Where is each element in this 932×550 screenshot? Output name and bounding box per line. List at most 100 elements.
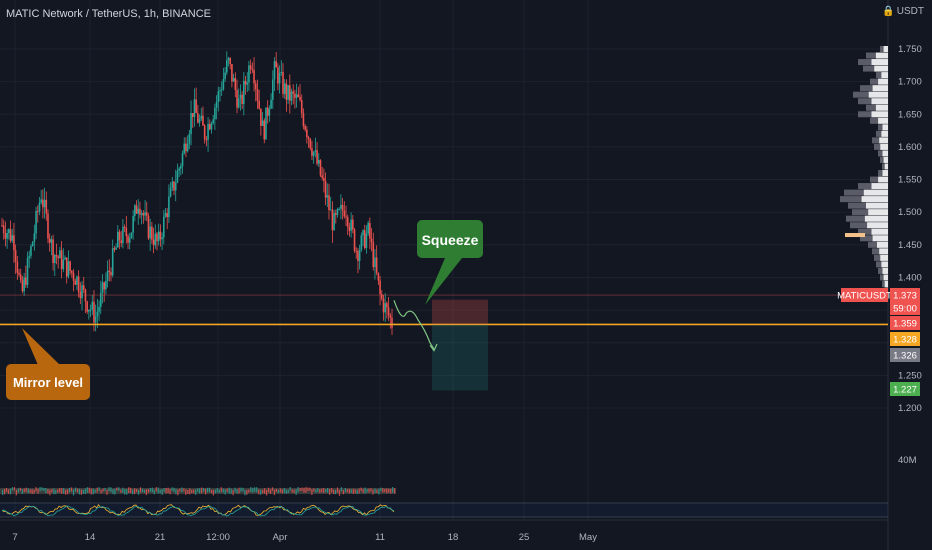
volume-bar	[155, 487, 157, 492]
volume-bar	[74, 487, 77, 492]
candle-body	[217, 91, 220, 102]
volume-bar	[19, 487, 21, 492]
candle-body	[43, 199, 46, 208]
volume-profile-bar-inner	[882, 150, 888, 157]
volume-bar	[260, 489, 262, 495]
volume-bar	[378, 488, 380, 495]
candle-body	[89, 309, 92, 311]
candle-body	[147, 215, 150, 239]
candle-body	[118, 231, 121, 241]
symbol-tag	[841, 288, 888, 302]
candle-body	[40, 199, 42, 203]
volume-bar	[145, 489, 148, 496]
volume-profile-bar-inner	[880, 143, 888, 150]
volume-bar	[25, 487, 27, 493]
candle-body	[181, 153, 184, 167]
candle-body	[208, 123, 211, 130]
volume-bar	[2, 489, 4, 496]
volume-bar	[236, 489, 238, 494]
volume-profile-bar-inner	[879, 248, 888, 255]
candle-body	[237, 98, 240, 108]
volume-bar	[238, 487, 240, 494]
candle-body	[377, 272, 380, 281]
candle-body	[362, 230, 364, 236]
candle-body	[336, 208, 339, 215]
volume-bar	[112, 489, 114, 495]
volume-bar	[348, 488, 350, 494]
volume-bar	[78, 488, 81, 495]
volume-profile	[840, 46, 888, 301]
volume-bar	[67, 489, 69, 495]
volume-bar	[265, 489, 268, 496]
volume-bar	[149, 487, 151, 492]
candle-body	[285, 83, 288, 100]
volume-bar	[141, 488, 144, 493]
volume-bar	[151, 487, 153, 493]
volume-profile-bar-inner	[871, 111, 888, 118]
currency-label[interactable]: 🔒 USDT	[882, 6, 924, 17]
currency-text: USDT	[896, 6, 924, 17]
candle-body	[125, 227, 128, 237]
candle-body	[236, 89, 238, 108]
candle-body	[239, 94, 242, 99]
volume-bar	[388, 488, 390, 493]
mirror-box	[6, 364, 90, 400]
candle-body	[128, 238, 131, 243]
oscillator-band-fill	[0, 503, 888, 517]
volume-bar	[70, 487, 73, 492]
x-tick-label: 14	[85, 532, 96, 543]
volume-bar	[114, 488, 116, 495]
volume-bar	[47, 488, 49, 494]
volume-bar	[258, 489, 260, 495]
candle-body	[176, 170, 179, 183]
candle-body	[207, 123, 209, 140]
squeeze-callout[interactable]: Squeeze	[417, 220, 483, 305]
candle-body	[358, 250, 361, 261]
volume-bar	[15, 489, 17, 496]
candle-body	[151, 226, 153, 240]
candle-body	[306, 129, 308, 138]
candle-body	[265, 107, 267, 140]
volume-bar	[210, 489, 213, 494]
candle-body	[72, 272, 75, 281]
candle-body	[294, 93, 296, 98]
projection-path	[393, 300, 435, 350]
candle-body	[123, 226, 126, 228]
volume-profile-bar-inner	[878, 176, 888, 183]
volume-bar	[202, 488, 205, 492]
volume-bar	[3, 488, 6, 495]
candle-body	[316, 150, 318, 164]
candle-body	[93, 301, 95, 323]
candle-body	[101, 282, 104, 293]
candle-body	[157, 231, 160, 242]
volume-bar	[271, 487, 274, 491]
volume-bar	[163, 488, 165, 492]
volume-profile-bar-inner	[874, 65, 888, 72]
volume-profile-bar-inner	[872, 85, 888, 92]
candle-body	[42, 199, 44, 208]
squeeze-pointer	[425, 258, 462, 305]
volume-bar	[100, 489, 102, 494]
mirror-level-callout[interactable]: Mirror level	[6, 328, 90, 400]
price-tags: MATICUSDT 1.373 59:00 1.359 1.328 1.326 1.227	[837, 288, 920, 396]
candle-body	[108, 270, 111, 273]
candle-body	[77, 276, 80, 293]
candle-body	[156, 233, 158, 242]
candle-body	[9, 229, 12, 241]
volume-bar	[189, 488, 191, 495]
candle-body	[319, 160, 322, 176]
candle-body	[260, 108, 262, 126]
price-tag-text: 1.326	[893, 351, 917, 362]
volume-bar	[246, 489, 248, 495]
candle-body	[185, 143, 187, 152]
volume-bar	[279, 488, 281, 493]
candle-body	[25, 277, 27, 285]
candle-body	[64, 257, 66, 260]
volume-bar	[392, 487, 394, 493]
volume-profile-bar-inner	[871, 98, 888, 105]
volume-bar	[394, 488, 396, 494]
volume-profile-bar-inner	[875, 104, 888, 111]
volume-bar	[281, 489, 283, 494]
candle-body	[180, 166, 182, 169]
